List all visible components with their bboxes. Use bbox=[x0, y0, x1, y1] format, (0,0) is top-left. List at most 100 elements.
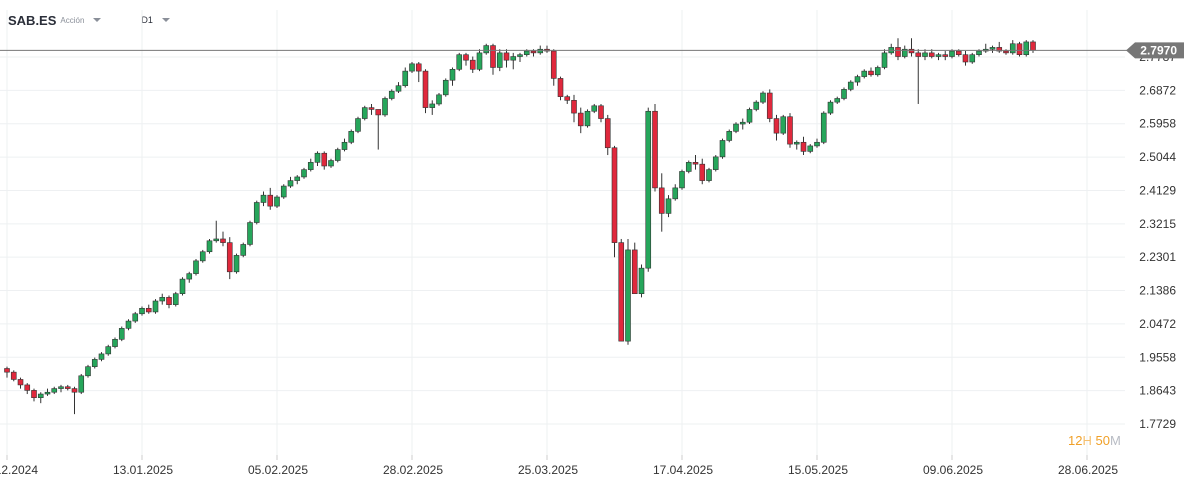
candle-body bbox=[496, 52, 503, 68]
candle-body bbox=[328, 160, 334, 167]
candle-body bbox=[226, 242, 233, 273]
y-axis: 2.77872.68722.59582.50442.41292.32152.23… bbox=[1139, 50, 1176, 431]
candle bbox=[355, 116, 361, 134]
candle bbox=[220, 231, 226, 247]
candle-body bbox=[24, 384, 31, 391]
candle-body bbox=[557, 78, 564, 97]
timeframe-label[interactable]: D1 bbox=[141, 15, 153, 25]
candle-body bbox=[132, 313, 139, 322]
candle-body bbox=[834, 98, 841, 103]
candle bbox=[739, 118, 746, 130]
candle bbox=[193, 259, 199, 276]
candle-body bbox=[382, 98, 388, 116]
candle-body bbox=[409, 63, 415, 72]
candle-body bbox=[692, 162, 699, 165]
candle-body bbox=[280, 185, 287, 198]
candle bbox=[908, 38, 915, 57]
candle bbox=[449, 67, 456, 86]
candle bbox=[631, 242, 638, 295]
candle-body bbox=[294, 176, 301, 181]
candle-body bbox=[179, 278, 186, 295]
candle-body bbox=[253, 202, 260, 223]
candle-body bbox=[503, 52, 510, 61]
candle-body bbox=[490, 45, 496, 68]
candle-body bbox=[847, 81, 854, 90]
candle-body bbox=[361, 107, 368, 119]
candle-body bbox=[314, 152, 321, 163]
candle-body bbox=[233, 255, 240, 273]
candle bbox=[915, 49, 922, 104]
candle-body bbox=[915, 52, 922, 57]
candle bbox=[638, 264, 645, 298]
y-tick-label: 2.1386 bbox=[1139, 284, 1176, 298]
candle-body bbox=[247, 222, 253, 245]
candle-body bbox=[213, 238, 220, 242]
candle-body bbox=[348, 131, 355, 143]
candle-body bbox=[159, 297, 166, 302]
candle-body bbox=[463, 54, 469, 61]
candle-body bbox=[895, 47, 901, 57]
candle-body bbox=[442, 79, 449, 96]
candle bbox=[463, 52, 469, 66]
candle-body bbox=[44, 391, 51, 395]
candle bbox=[685, 160, 692, 174]
candle-body bbox=[685, 162, 692, 172]
candle-body bbox=[901, 48, 908, 57]
candle-body bbox=[699, 163, 706, 181]
candle-body bbox=[429, 103, 436, 108]
candle bbox=[483, 43, 490, 55]
candle-body bbox=[881, 52, 888, 68]
countdown-hours: 12 bbox=[1068, 433, 1083, 448]
x-tick-label: 13.01.2025 bbox=[113, 463, 173, 477]
candle bbox=[503, 49, 510, 68]
y-tick-label: 1.8643 bbox=[1139, 384, 1176, 398]
candle-body bbox=[530, 50, 537, 54]
current-price-label: 2.7970 bbox=[1140, 43, 1177, 57]
candle-body bbox=[456, 54, 463, 70]
current-price-badge bbox=[1126, 42, 1184, 59]
candle bbox=[4, 366, 10, 378]
candle bbox=[557, 76, 564, 101]
candle bbox=[712, 155, 719, 172]
x-tick-label: 17.04.2025 bbox=[653, 463, 713, 477]
candle bbox=[64, 384, 71, 391]
candle-body bbox=[1009, 43, 1016, 54]
candle-body bbox=[591, 105, 598, 112]
candle-body bbox=[854, 76, 861, 83]
candle-body bbox=[186, 273, 193, 280]
candle bbox=[172, 291, 179, 307]
candle bbox=[618, 238, 625, 342]
candle bbox=[625, 238, 631, 345]
candle bbox=[328, 158, 334, 168]
x-tick-label: 05.02.2025 bbox=[248, 463, 308, 477]
candle bbox=[996, 41, 1003, 53]
timeframe-dropdown-icon[interactable] bbox=[161, 18, 170, 22]
candle-body bbox=[598, 105, 604, 119]
candle bbox=[436, 93, 442, 106]
candle-body bbox=[1030, 41, 1036, 51]
x-tick-label: 25.03.2025 bbox=[518, 463, 578, 477]
candle bbox=[962, 51, 969, 66]
candle bbox=[861, 69, 868, 79]
candle bbox=[854, 74, 861, 86]
symbol-dropdown-icon[interactable] bbox=[93, 18, 102, 22]
candle-body bbox=[469, 59, 476, 70]
candle-body bbox=[422, 70, 429, 108]
candle-body bbox=[922, 52, 928, 57]
candle bbox=[699, 158, 706, 185]
candle bbox=[402, 67, 409, 88]
candle-body bbox=[706, 169, 712, 181]
candle-body bbox=[571, 100, 577, 114]
candle-body bbox=[260, 194, 267, 203]
candle bbox=[152, 299, 159, 314]
candle-body bbox=[773, 118, 780, 134]
candle bbox=[726, 129, 733, 143]
candle bbox=[571, 94, 577, 123]
candle-body bbox=[395, 85, 402, 92]
candle bbox=[881, 49, 888, 70]
candle-body bbox=[78, 375, 85, 393]
candle-body bbox=[274, 196, 280, 207]
candle bbox=[422, 69, 429, 114]
candle bbox=[31, 388, 37, 402]
